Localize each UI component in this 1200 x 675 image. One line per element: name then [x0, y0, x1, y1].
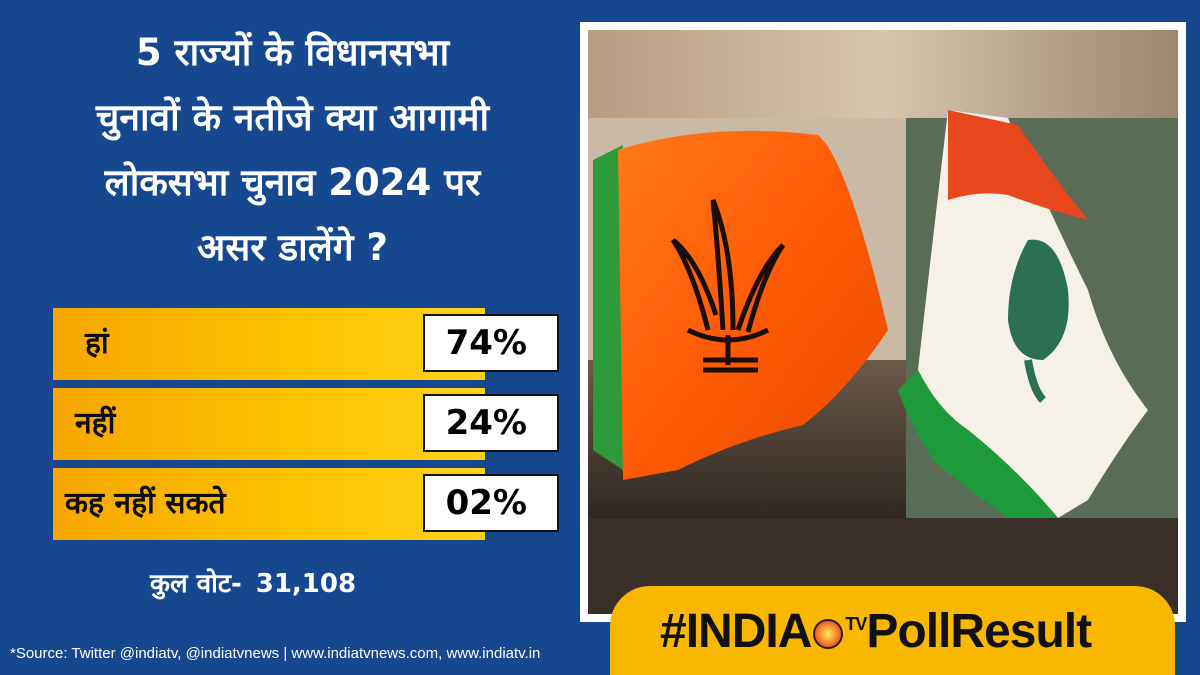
- question-line-3: लोकसभा चुनाव 2024 पर: [104, 161, 481, 204]
- option-cant-say-bar: कह नहीं सकते 02%: [53, 468, 559, 540]
- question-line-2: चुनावों के नतीजे क्या आगामी: [95, 96, 490, 139]
- poll-result-banner: #INDIA TVPollResult: [610, 586, 1175, 675]
- option-yes-bar: हां 74%: [53, 308, 559, 380]
- source-footer: *Source: Twitter @indiatv, @indiatvnews …: [10, 645, 541, 662]
- hashtag-suffix: PollResult: [866, 605, 1092, 658]
- poll-question: 5 राज्यों के विधानसभा चुनावों के नतीजे क…: [20, 20, 565, 280]
- flags-illustration: [588, 30, 1178, 614]
- option-label: हां: [85, 326, 109, 361]
- logo-tv: TV: [845, 614, 867, 634]
- photo-frame: [580, 22, 1186, 622]
- option-value: 02%: [423, 474, 559, 532]
- hashtag-prefix: #INDIA: [660, 605, 812, 658]
- option-value: 74%: [423, 314, 559, 372]
- total-votes-count: 31,108: [255, 569, 357, 599]
- total-votes-label: कुल वोट-: [150, 569, 242, 599]
- question-line-1: 5 राज्यों के विधानसभा: [135, 31, 450, 74]
- option-no-bar: नहीं 24%: [53, 388, 559, 460]
- flags-photo: [588, 30, 1178, 614]
- hashtag: #INDIA TVPollResult: [660, 604, 1092, 659]
- option-value: 24%: [423, 394, 559, 452]
- question-line-4: असर डालेंगे ?: [197, 226, 388, 269]
- logo-sun-icon: [813, 619, 844, 650]
- option-label: नहीं: [75, 406, 116, 441]
- total-votes: कुल वोट- 31,108: [150, 564, 356, 600]
- option-label: कह नहीं सकते: [65, 486, 226, 521]
